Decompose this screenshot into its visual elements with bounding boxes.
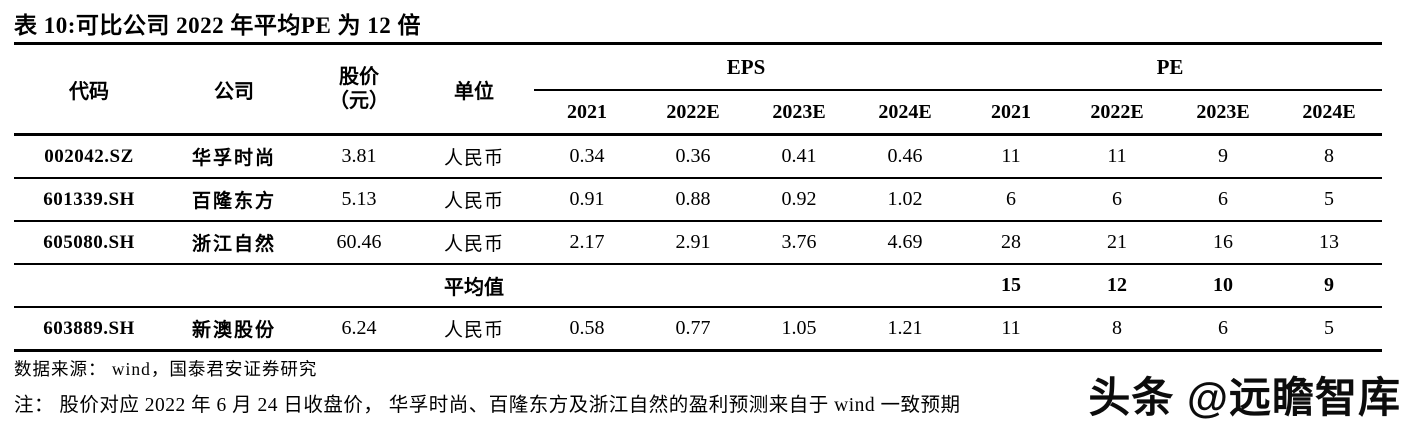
data-source-line: 数据来源： wind，国泰君安证券研究 <box>14 359 318 379</box>
pe-year-2023e: 2023E <box>1170 90 1277 136</box>
cell-pe-2023e: 16 <box>1170 221 1277 265</box>
cell-pe-2022e: 8 <box>1112 317 1123 339</box>
cell-pe-2024e: 5 <box>1276 178 1383 222</box>
cell-empty <box>164 264 304 308</box>
cell-code: 601339.SH <box>14 178 164 222</box>
cell-avg-pe-2022e: 12 <box>1064 264 1171 308</box>
cell-eps-2024e: 0.46 <box>852 134 959 179</box>
eps-year-2023e: 2023E <box>746 90 852 136</box>
cell-empty <box>534 264 640 308</box>
header-group-row: 代码 公司 股价 （元） 单位 EPS PE <box>14 43 1383 136</box>
group-header-pe: PE <box>958 43 1383 91</box>
cell-pe-2024e: 13 <box>1276 221 1383 265</box>
col-header-price-line1: 股价 <box>339 66 379 88</box>
cell-price: 60.46 <box>304 221 414 265</box>
cell-price: 3.81 <box>304 134 414 179</box>
cell-eps-2023e: 1.05 <box>781 317 817 339</box>
table-row-bailong: 601339.SH 百隆东方 5.13 人民币 0.91 0.88 0.92 1… <box>14 178 1383 222</box>
cell-eps-2021: 2.17 <box>534 221 640 265</box>
table-row-zhejiang: 605080.SH 浙江自然 60.46 人民币 2.17 2.91 3.76 … <box>14 221 1383 265</box>
cell-eps-2023e: 0.41 <box>746 134 852 179</box>
cell-pe-2024e: 5 <box>1324 317 1335 339</box>
cell-price: 6.24 <box>341 317 377 339</box>
pe-year-2022e: 2022E <box>1064 90 1171 136</box>
cell-eps-2022e: 2.91 <box>640 221 746 265</box>
col-header-company: 公司 <box>164 43 304 136</box>
cell-empty <box>14 264 164 308</box>
cell-eps-2022e: 0.88 <box>640 178 746 222</box>
cell-empty <box>640 264 746 308</box>
cell-pe-2023e: 6 <box>1218 317 1229 339</box>
pe-year-2024e: 2024E <box>1276 90 1383 136</box>
cell-code: 002042.SZ <box>14 134 164 179</box>
table-title: 表 10:可比公司 2022 年平均PE 为 12 倍 <box>14 13 422 38</box>
cell-eps-2022e: 0.77 <box>675 317 711 339</box>
cell-pe-2022e: 21 <box>1064 221 1171 265</box>
cell-eps-2023e: 0.92 <box>746 178 852 222</box>
cell-eps-2021: 0.58 <box>569 317 605 339</box>
eps-year-2022e: 2022E <box>640 90 746 136</box>
cell-pe-2021: 11 <box>958 134 1065 179</box>
cell-pe-2023e: 6 <box>1170 178 1277 222</box>
cell-unit: 人民币 <box>414 134 534 179</box>
pe-year-2021: 2021 <box>958 90 1065 136</box>
comparable-companies-table: 代码 公司 股价 （元） 单位 EPS PE 2021 2022E 2023E … <box>14 42 1383 352</box>
table-row-huafu: 002042.SZ 华孚时尚 3.81 人民币 0.34 0.36 0.41 0… <box>14 134 1383 179</box>
cell-company: 新澳股份 <box>191 320 276 341</box>
col-header-price-line2: （元） <box>329 90 389 112</box>
eps-year-2021: 2021 <box>534 90 640 136</box>
cell-pe-2021: 6 <box>958 178 1065 222</box>
cell-avg-pe-2024e: 9 <box>1276 264 1383 308</box>
cell-eps-2024e: 4.69 <box>852 221 959 265</box>
cell-unit: 人民币 <box>414 178 534 222</box>
cell-average-label: 平均值 <box>414 264 534 308</box>
cell-company: 百隆东方 <box>164 178 304 222</box>
cell-eps-2024e: 1.21 <box>887 317 923 339</box>
cell-empty <box>852 264 959 308</box>
cell-pe-2022e: 6 <box>1064 178 1171 222</box>
col-header-unit: 单位 <box>414 43 534 136</box>
watermark-yuanzhan-zhiku: 头条 @远瞻智库 <box>1088 374 1401 421</box>
cell-code: 605080.SH <box>14 221 164 265</box>
cell-eps-2021: 0.34 <box>534 134 640 179</box>
cell-avg-pe-2021: 15 <box>958 264 1065 308</box>
eps-year-2024e: 2024E <box>852 90 959 136</box>
table-row-average: 平均值 15 12 10 9 <box>14 264 1383 308</box>
group-header-eps: EPS <box>534 43 959 91</box>
cell-empty <box>304 264 414 308</box>
cell-code: 603889.SH <box>43 317 135 339</box>
cell-avg-pe-2023e: 10 <box>1170 264 1277 308</box>
cell-company: 华孚时尚 <box>164 134 304 179</box>
footnote-line: 注： 股价对应 2022 年 6 月 24 日收盘价， 华孚时尚、百隆东方及浙江… <box>14 395 961 416</box>
header-year-row: 2021 2022E 2023E 2024E 2021 2022E 2023E … <box>14 90 1383 136</box>
cell-pe-2021: 28 <box>958 221 1065 265</box>
col-header-price: 股价 （元） <box>304 43 414 136</box>
cell-eps-2022e: 0.36 <box>640 134 746 179</box>
cell-unit: 人民币 <box>414 221 534 265</box>
cell-pe-2024e: 8 <box>1276 134 1383 179</box>
cell-empty <box>746 264 852 308</box>
cell-pe-2022e: 11 <box>1064 134 1171 179</box>
cell-company: 浙江自然 <box>164 221 304 265</box>
cell-price: 5.13 <box>304 178 414 222</box>
cell-pe-2021: 11 <box>1001 317 1021 339</box>
cell-eps-2021: 0.91 <box>534 178 640 222</box>
cell-eps-2024e: 1.02 <box>852 178 959 222</box>
cell-pe-2023e: 9 <box>1170 134 1277 179</box>
col-header-code: 代码 <box>14 43 164 136</box>
table-row-xinao: 603889.SH 新澳股份 6.24 人民币 0.58 0.77 1.05 1… <box>14 307 1382 351</box>
cell-eps-2023e: 3.76 <box>746 221 852 265</box>
cell-unit: 人民币 <box>443 320 504 341</box>
